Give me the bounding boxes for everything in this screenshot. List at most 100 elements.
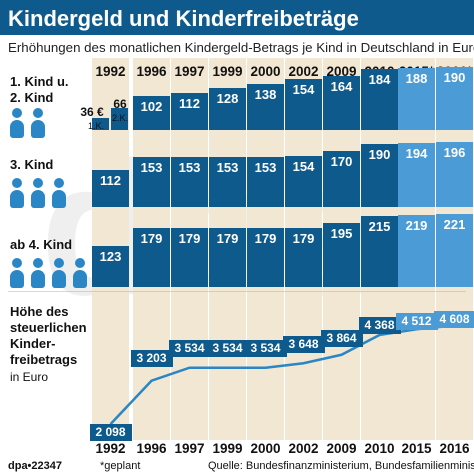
bar-value-label: 154 — [292, 159, 315, 174]
value-label-1992-kind1: 36 € — [80, 105, 104, 119]
year-label: 2009 — [326, 64, 357, 79]
bar: 112 — [92, 170, 129, 207]
bar: 196 — [436, 142, 473, 207]
bar: 215 — [361, 216, 398, 287]
bar: 219 — [398, 215, 435, 287]
year-label-bottom: 2010 — [364, 441, 395, 456]
bar-value-label: 170 — [330, 154, 353, 169]
freibetrag-label: Höhe des steuerlichen Kinder- freibetrag… — [10, 304, 87, 368]
year-label-bottom: 1992 — [95, 441, 126, 456]
bar-value-label: 221 — [443, 217, 466, 232]
person-head — [12, 108, 22, 118]
bar: 179 — [285, 228, 322, 287]
person-icon — [52, 178, 66, 208]
chart-title: Kindergeld und Kinderfreibeträge — [8, 6, 359, 31]
bar-1992-kind2 — [111, 108, 128, 130]
bar: 190 — [361, 144, 398, 207]
bar: 102 — [133, 96, 170, 130]
person-head — [33, 178, 43, 188]
year-label: 2000 — [250, 64, 281, 79]
person-body — [31, 120, 45, 138]
bar: 112 — [171, 93, 208, 130]
year-label-bottom: 1997 — [174, 441, 205, 456]
year-label: 1999 — [212, 64, 243, 79]
bar: 195 — [323, 223, 360, 287]
year-label-bottom: 1999 — [212, 441, 243, 456]
year-label: 1992 — [95, 64, 126, 79]
bar: 190 — [436, 67, 473, 130]
bar-value-label: 190 — [368, 147, 391, 162]
freibetrag-unit: in Euro — [10, 370, 49, 384]
bar-value-label: 102 — [140, 99, 163, 114]
freibetrag-value-label: 3 648 — [282, 336, 325, 353]
bar-value-label: 179 — [178, 231, 201, 246]
person-head — [54, 178, 64, 188]
person-body — [52, 190, 66, 208]
person-body — [31, 270, 45, 288]
bar: 123 — [92, 246, 129, 287]
person-icon — [73, 258, 87, 288]
freibetrag-value-label: 2 098 — [89, 424, 132, 441]
bar-value-label: 194 — [405, 146, 428, 161]
bar-value-label: 179 — [140, 231, 163, 246]
year-label-bottom: 2000 — [250, 441, 281, 456]
section-divider — [8, 291, 466, 292]
freibetrag-label-line: freibetrags — [10, 352, 78, 367]
bar-value-label: 179 — [292, 231, 315, 246]
person-body — [52, 270, 66, 288]
person-head — [12, 258, 22, 268]
footnote: *geplant — [100, 460, 141, 472]
bar: 179 — [133, 228, 170, 287]
row-label-line: 2. Kind — [10, 90, 54, 105]
row-label-line: 1. Kind u. — [10, 74, 69, 89]
bar-value-label: 112 — [100, 173, 121, 188]
sublabel-1992-kind2: 2.K. — [111, 113, 128, 123]
person-icon — [10, 178, 24, 208]
row-label-kind-1-2: 1. Kind u. 2. Kind — [10, 74, 69, 106]
freibetrag-value-label: 4 368 — [358, 317, 401, 334]
freibetrag-label-line: Kinder- — [10, 336, 56, 351]
year-label-bottom: 1996 — [136, 441, 167, 456]
person-icon — [31, 108, 45, 138]
bar-value-label: 190 — [443, 70, 466, 85]
year-label-bottom: 2009 — [326, 441, 357, 456]
bar-value-label: 184 — [368, 72, 391, 87]
bar: 154 — [285, 156, 322, 207]
bar: 153 — [247, 157, 284, 207]
year-label-bottom: 2002 — [288, 441, 319, 456]
year-label-bottom: 2016 — [439, 441, 470, 456]
bar: 153 — [133, 157, 170, 207]
bar: 188 — [398, 68, 435, 130]
freibetrag-value-label: 3 534 — [206, 340, 249, 357]
bar: 221 — [436, 214, 473, 287]
bar: 179 — [209, 228, 246, 287]
value-label-1992-kind2: 66 — [113, 97, 127, 111]
bar: 179 — [171, 228, 208, 287]
person-body — [10, 190, 24, 208]
person-head — [75, 258, 85, 268]
chart-subtitle: Erhöhungen des monatlichen Kindergeld-Be… — [8, 40, 474, 55]
person-head — [12, 178, 22, 188]
bar: 194 — [398, 143, 435, 207]
freibetrag-label-line: Höhe des — [10, 304, 69, 319]
bar-value-label: 196 — [443, 145, 466, 160]
bar-1992-kind1 — [92, 118, 109, 130]
bar: 184 — [361, 69, 398, 130]
bar-value-label: 215 — [368, 219, 391, 234]
person-body — [73, 270, 87, 288]
bar-value-label: 179 — [254, 231, 277, 246]
bar: 138 — [247, 84, 284, 130]
agency-credit: dpa•22347 — [8, 460, 62, 472]
sublabel-1992-kind1: 1.K. — [87, 121, 104, 131]
freibetrag-value-label: 3 864 — [320, 330, 363, 347]
person-icon — [31, 258, 45, 288]
bar: 170 — [323, 151, 360, 207]
bar: 153 — [171, 157, 208, 207]
bar: 153 — [209, 157, 246, 207]
year-label: 1996 — [136, 64, 167, 79]
person-head — [33, 108, 43, 118]
year-label: 2002 — [288, 64, 319, 79]
bar-value-label: 154 — [292, 82, 315, 97]
freibetrag-value-label: 4 608 — [433, 311, 474, 328]
